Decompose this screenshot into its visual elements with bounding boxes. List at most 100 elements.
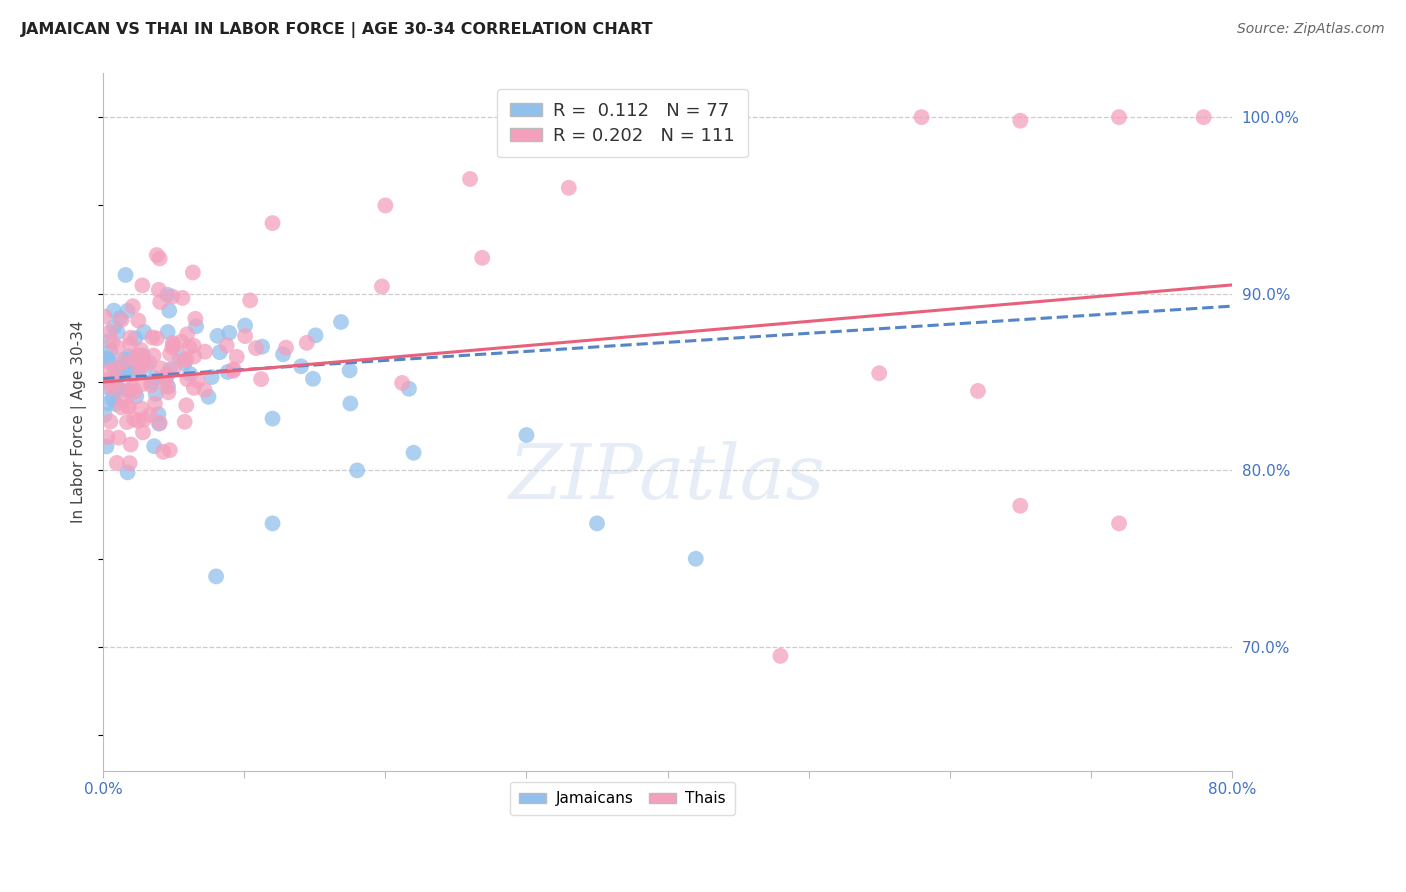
Point: [108, 311, 131, 326]
Text: Source: ZipAtlas.com: Source: ZipAtlas.com: [1237, 22, 1385, 37]
Point: [1010, 113, 1032, 128]
Point: [302, 372, 325, 386]
Point: [274, 341, 297, 355]
Point: [118, 400, 141, 414]
Point: [103, 303, 125, 318]
Point: [179, 340, 201, 354]
Point: [174, 352, 197, 367]
Point: [162, 336, 184, 351]
Point: [101, 381, 124, 395]
Point: [471, 251, 494, 265]
Point: [98, 325, 121, 339]
Text: JAMAICAN VS THAI IN LABOR FORCE | AGE 30-34 CORRELATION CHART: JAMAICAN VS THAI IN LABOR FORCE | AGE 30…: [21, 22, 654, 38]
Point: [110, 401, 132, 415]
Point: [148, 283, 170, 297]
Y-axis label: In Labor Force | Age 30-34: In Labor Force | Age 30-34: [72, 320, 87, 523]
Point: [222, 364, 245, 378]
Point: [120, 364, 142, 378]
Point: [132, 425, 155, 440]
Point: [143, 439, 166, 453]
Point: [138, 356, 160, 370]
Point: [250, 372, 273, 386]
Point: [108, 360, 131, 375]
Point: [391, 376, 413, 390]
Point: [159, 347, 181, 361]
Point: [141, 330, 163, 344]
Point: [141, 378, 163, 392]
Point: [156, 378, 179, 392]
Point: [117, 303, 139, 318]
Point: [187, 374, 209, 388]
Point: [112, 352, 135, 367]
Point: [96, 351, 118, 365]
Point: [127, 414, 149, 428]
Point: [132, 352, 155, 367]
Point: [233, 318, 256, 333]
Point: [131, 377, 153, 392]
Point: [141, 375, 163, 389]
Point: [218, 326, 240, 340]
Point: [143, 396, 166, 410]
Point: [145, 331, 167, 345]
Point: [194, 383, 217, 397]
Point: [112, 392, 135, 407]
Point: [194, 344, 217, 359]
Point: [262, 216, 284, 230]
Point: [149, 361, 172, 376]
Point: [132, 349, 155, 363]
Point: [174, 398, 197, 412]
Point: [94, 380, 117, 394]
Point: [96, 373, 118, 387]
Point: [98, 415, 121, 429]
Point: [105, 456, 128, 470]
Point: [128, 349, 150, 363]
Point: [121, 299, 143, 313]
Point: [155, 371, 177, 385]
Point: [96, 430, 118, 444]
Point: [134, 325, 156, 339]
Point: [685, 551, 707, 566]
Point: [114, 268, 136, 282]
Point: [250, 340, 273, 354]
Point: [143, 371, 166, 385]
Point: [239, 293, 262, 308]
Point: [118, 383, 141, 397]
Point: [128, 362, 150, 376]
Point: [179, 367, 201, 381]
Point: [1192, 110, 1215, 124]
Point: [101, 392, 124, 406]
Point: [132, 412, 155, 426]
Point: [1108, 110, 1130, 124]
Point: [100, 344, 122, 359]
Point: [117, 400, 139, 414]
Point: [458, 172, 481, 186]
Point: [145, 387, 167, 401]
Point: [225, 350, 247, 364]
Point: [967, 384, 990, 398]
Point: [183, 381, 205, 395]
Point: [93, 408, 115, 422]
Point: [105, 367, 128, 381]
Point: [120, 337, 142, 351]
Point: [115, 365, 138, 379]
Point: [118, 456, 141, 470]
Point: [120, 331, 142, 345]
Point: [107, 431, 129, 445]
Point: [262, 516, 284, 531]
Point: [117, 466, 139, 480]
Point: [156, 325, 179, 339]
Point: [1108, 516, 1130, 531]
Point: [149, 252, 172, 266]
Point: [97, 396, 120, 410]
Point: [96, 351, 118, 366]
Point: [98, 354, 121, 368]
Point: [104, 363, 127, 377]
Point: [398, 382, 420, 396]
Point: [115, 415, 138, 429]
Point: [107, 325, 129, 339]
Point: [586, 516, 609, 531]
Point: [97, 334, 120, 348]
Point: [176, 327, 198, 342]
Point: [769, 648, 792, 663]
Point: [181, 265, 204, 279]
